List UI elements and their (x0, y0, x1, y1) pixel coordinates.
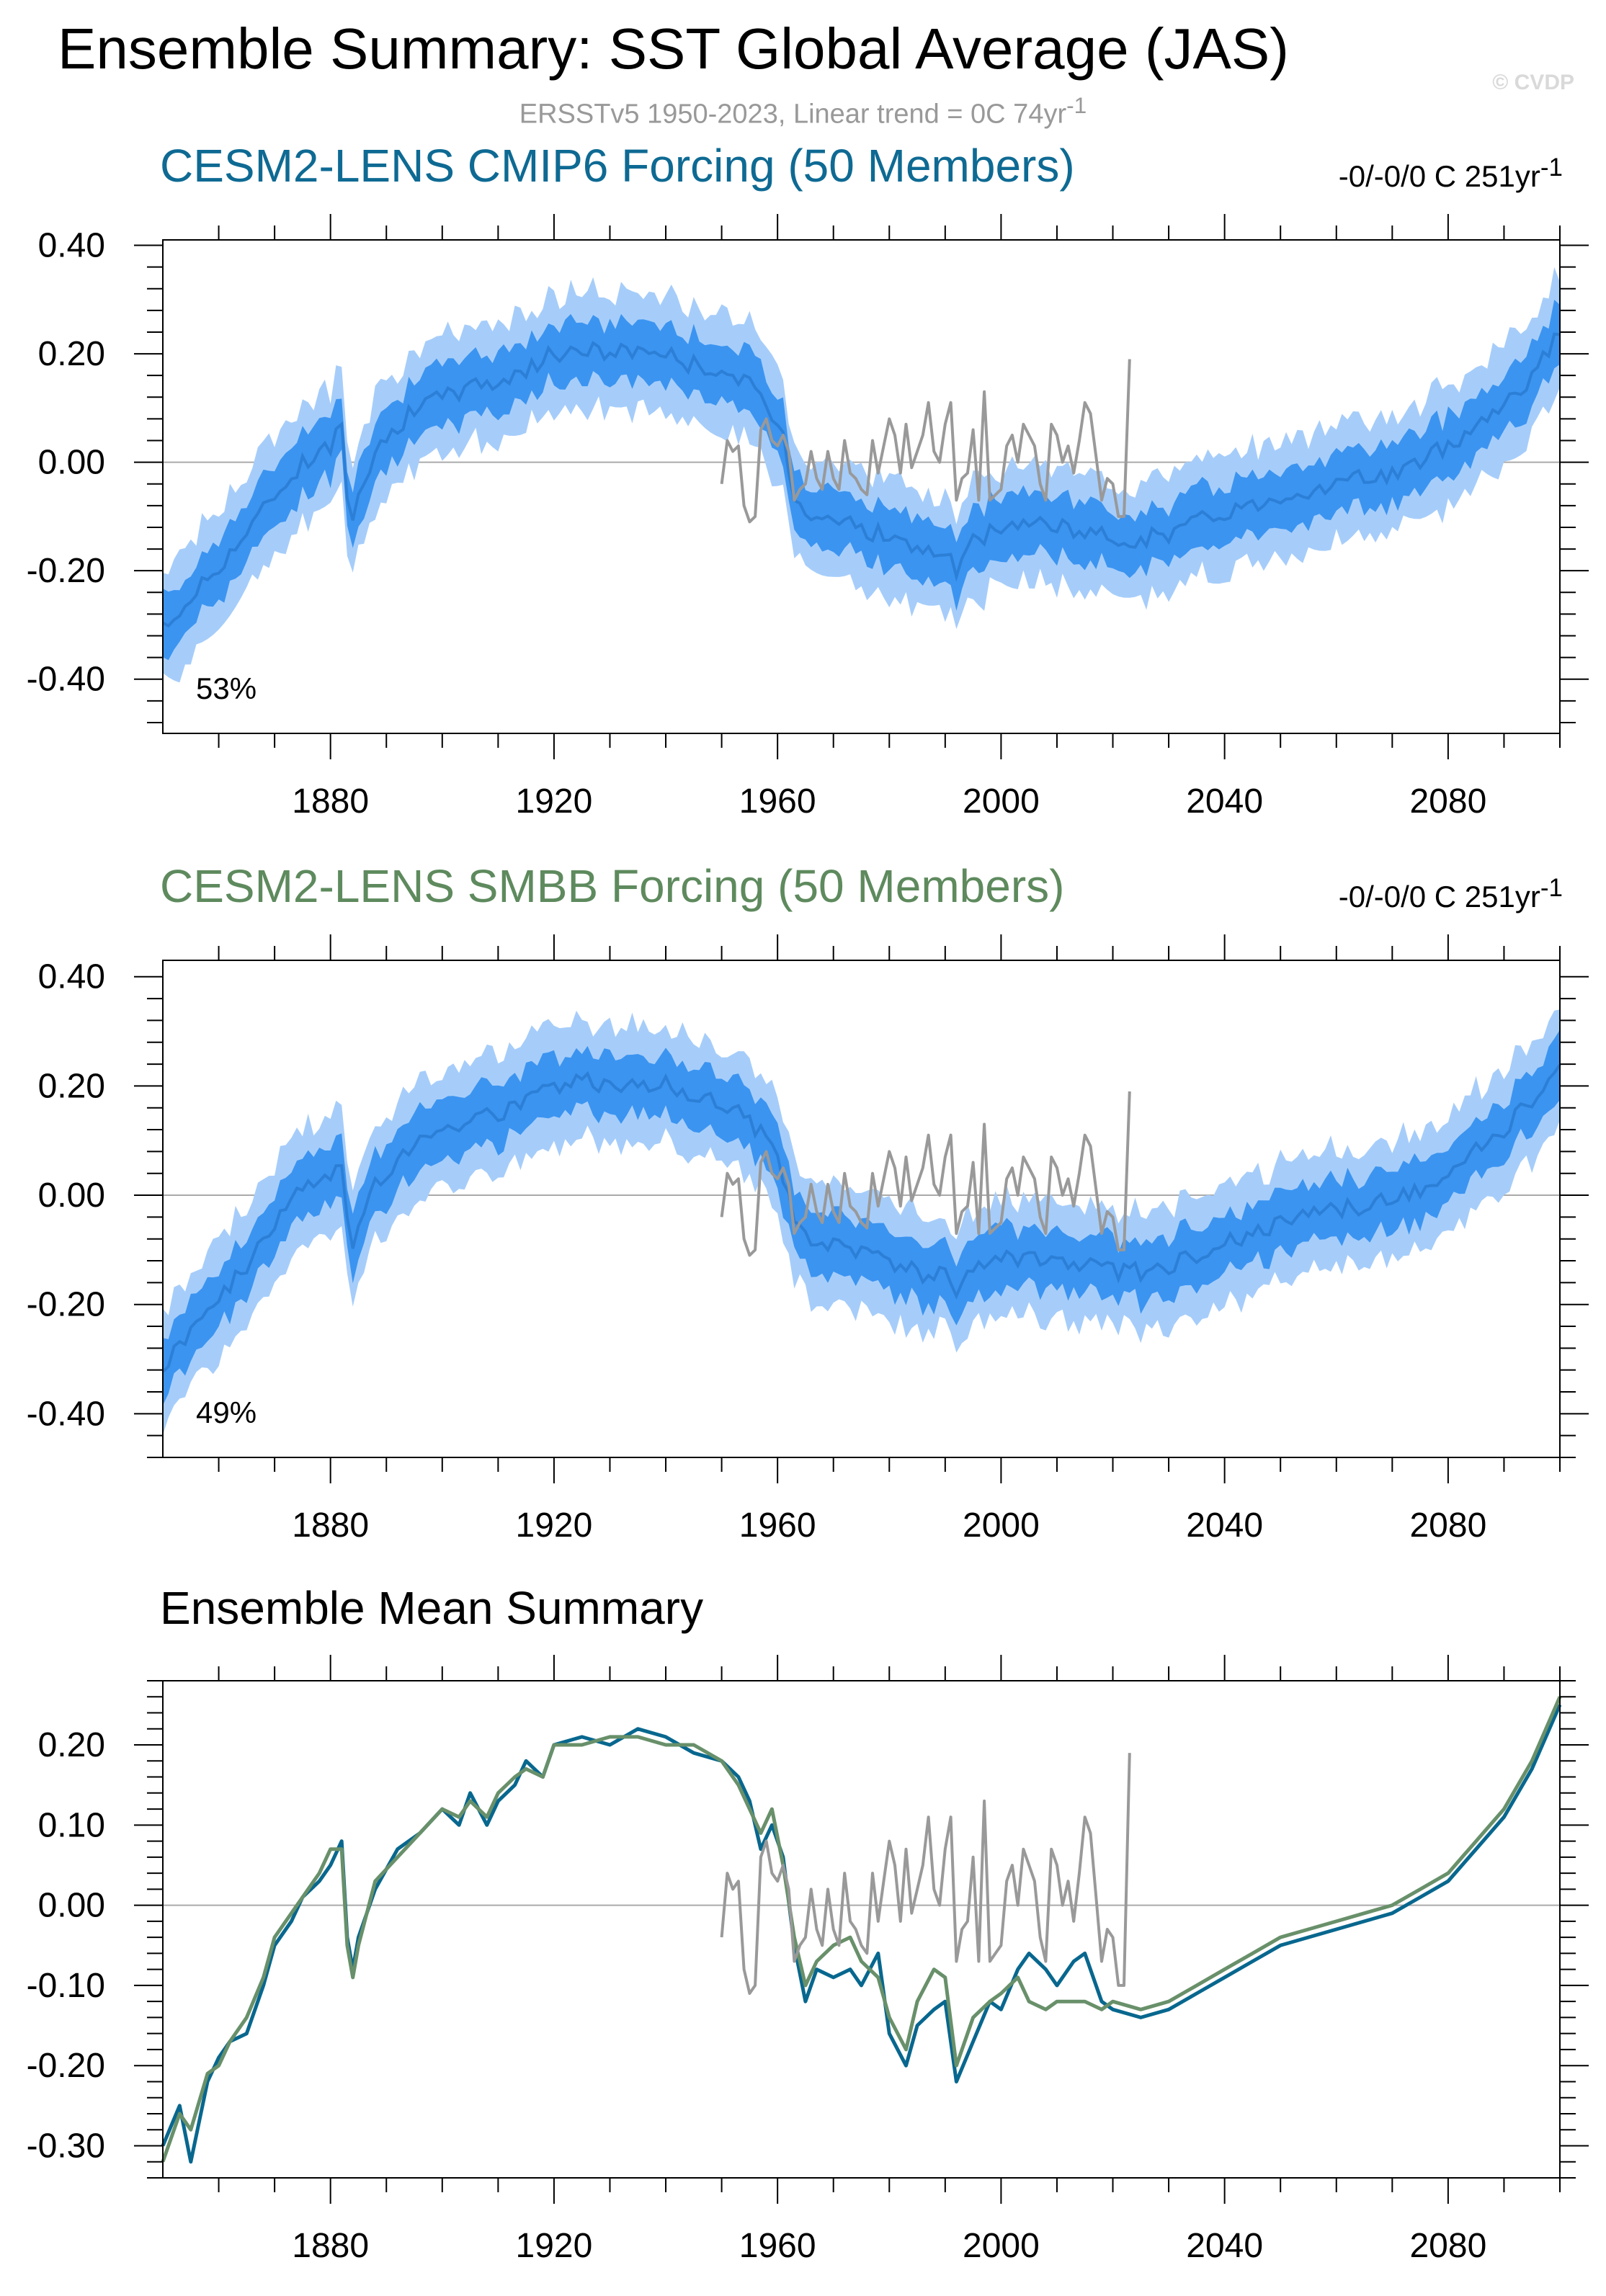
panel-1-trend-sup: -1 (1540, 153, 1563, 182)
x-tick-label: 1920 (516, 782, 593, 821)
cmip6-mean-line (161, 1704, 1562, 2164)
y-tick-label: 0.00 (38, 1887, 105, 1925)
percent-label: 49% (196, 1395, 256, 1429)
x-tick-label: 1920 (516, 2227, 593, 2265)
x-tick-label: 1960 (739, 1506, 816, 1545)
y-tick-label: -0.10 (27, 1967, 105, 2005)
ensemble-iqr-band (163, 1029, 1560, 1406)
y-tick-label: 0.00 (38, 444, 105, 482)
page-title: Ensemble Summary: SST Global Average (JA… (58, 17, 1289, 81)
x-tick-label: 1880 (292, 2227, 369, 2265)
y-tick-label: -0.40 (27, 661, 105, 699)
x-tick-label: 2000 (963, 782, 1040, 821)
ensemble-iqr-band (163, 300, 1560, 661)
x-tick-label: 1920 (516, 1506, 593, 1545)
y-tick-label: -0.20 (27, 2047, 105, 2085)
x-tick-label: 2080 (1409, 2227, 1486, 2265)
y-tick-label: -0.20 (27, 552, 105, 590)
x-tick-label: 2000 (963, 1506, 1040, 1545)
x-tick-label: 2080 (1409, 1506, 1486, 1545)
observations-line (720, 359, 1131, 524)
chart-panel-3: 1880 1920 1960 2000 2040 2080 0.20 0.10 0.00 -0.1… (27, 1655, 1589, 2265)
x-tick-label: 2040 (1186, 1506, 1263, 1545)
y-tick-label: -0.30 (27, 2127, 105, 2165)
panel-2-title: CESM2-LENS SMBB Forcing (50 Members) (160, 860, 1065, 912)
ensemble-mean-line (161, 1063, 1561, 1373)
y-tick-label: -0.40 (27, 1395, 105, 1433)
panel-1-trend: -0/-0/0 C 251yr-1 (1339, 153, 1563, 194)
smbb-mean-line (161, 1696, 1562, 2163)
panel-3-title: Ensemble Mean Summary (160, 1582, 704, 1634)
ensemble-mean-line (162, 332, 1561, 628)
y-tick-label: -0.20 (27, 1286, 105, 1324)
x-tick-label: 2080 (1409, 782, 1486, 821)
observations-line (720, 1091, 1131, 1257)
x-tick-label: 1880 (292, 1506, 369, 1545)
chart-panel-1: 53% 1880 1920 1960 2000 2040 2080 0.40 0.20 0.00 -… (27, 214, 1589, 821)
x-tick-label: 2040 (1186, 782, 1263, 821)
panel-2-trend-text: -0/-0/0 C 251yr (1338, 880, 1540, 914)
x-tick-label: 1960 (739, 782, 816, 821)
y-tick-label: 0.00 (38, 1176, 105, 1215)
obs-subtitle-text: ERSSTv5 1950-2023, Linear trend = 0C 74y… (519, 99, 1067, 130)
cvdp-watermark: © CVDP (1492, 71, 1574, 94)
panel-1-trend-text: -0/-0/0 C 251yr (1338, 159, 1540, 193)
x-tick-label: 1880 (292, 782, 369, 821)
observations-line (720, 1753, 1131, 1995)
panel-1-title: CESM2-LENS CMIP6 Forcing (50 Members) (160, 140, 1075, 192)
y-tick-label: 0.20 (38, 1067, 105, 1105)
panel-2-trend: -0/-0/0 C 251yr-1 (1339, 874, 1563, 914)
x-tick-label: 2040 (1186, 2227, 1263, 2265)
chart-panel-2: 49% 1880 1920 1960 2000 2040 2080 0.40 0.20 0.00 -… (27, 934, 1589, 1545)
y-tick-label: 0.20 (38, 335, 105, 373)
plot-frame (162, 960, 1561, 1458)
plot-frame (162, 1680, 1561, 2179)
percent-label: 53% (196, 671, 256, 705)
panel-2-trend-sup: -1 (1540, 874, 1563, 902)
y-tick-label: 0.10 (38, 1806, 105, 1844)
obs-subtitle-sup: -1 (1066, 92, 1087, 118)
plot-frame (162, 239, 1561, 734)
y-tick-label: 0.40 (38, 227, 105, 265)
obs-subtitle: ERSSTv5 1950-2023, Linear trend = 0C 74y… (0, 92, 1606, 130)
y-tick-label: 0.20 (38, 1726, 105, 1764)
y-tick-label: 0.40 (38, 958, 105, 996)
x-tick-label: 2000 (963, 2227, 1040, 2265)
x-tick-label: 1960 (739, 2227, 816, 2265)
